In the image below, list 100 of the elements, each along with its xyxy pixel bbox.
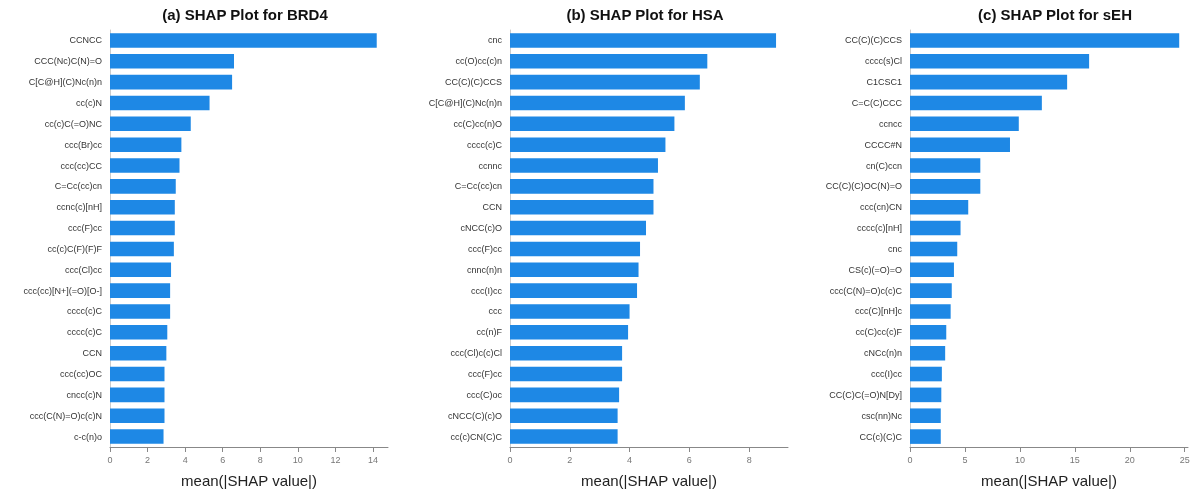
y-tick-label: cccc(c)[nH] xyxy=(857,223,902,234)
y-tick-label: CCN xyxy=(82,348,102,359)
x-tick-label: 10 xyxy=(1014,454,1025,465)
y-tick-label: C[C@H](C)Nc(n)n xyxy=(428,97,502,108)
chart-title: (a) SHAP Plot for BRD4 xyxy=(162,6,329,23)
y-tick-label: cc(c)N xyxy=(76,97,102,108)
bar xyxy=(910,283,952,298)
bar xyxy=(910,387,942,403)
bar xyxy=(110,33,377,48)
y-tick-label: ccc(cc)[N+](=O)[O-] xyxy=(23,285,102,296)
bar xyxy=(510,33,777,48)
bar xyxy=(910,325,947,340)
y-tick-label: ccc(C(N)=O)c(c)C xyxy=(829,285,903,296)
x-tick-label: 14 xyxy=(367,454,378,465)
bar xyxy=(510,74,700,90)
x-tick-label: 8 xyxy=(746,454,752,465)
y-tick-label: cn(C)ccn xyxy=(865,160,902,171)
bar xyxy=(910,74,1068,90)
y-tick-label: CC(C)(C)OC(N)=O xyxy=(825,181,902,192)
chart-title: (c) SHAP Plot for sEH xyxy=(978,6,1132,23)
bar xyxy=(910,345,946,361)
bar xyxy=(110,408,165,424)
bar xyxy=(910,158,981,173)
y-tick-label: ccnc(c)[nH] xyxy=(56,202,102,213)
y-tick-label: ccc(Cl)cc xyxy=(65,264,103,275)
y-tick-label: cc(O)cc(c)n xyxy=(455,56,502,67)
bar xyxy=(910,199,969,215)
bar xyxy=(910,33,1180,48)
y-tick-label: C[C@H](C)Nc(n)n xyxy=(28,77,102,88)
bar xyxy=(910,429,941,444)
y-tick-label: C1CSC1 xyxy=(866,77,902,88)
y-tick-label: CCC(Nc)C(N)=O xyxy=(34,56,102,67)
y-tick-label: CCN xyxy=(482,202,502,213)
bar xyxy=(110,283,171,298)
x-tick-label: 6 xyxy=(220,454,226,465)
y-tick-label: ccc(cn)CN xyxy=(860,202,902,213)
chart-title: (b) SHAP Plot for HSA xyxy=(566,6,724,23)
y-tick-label: cccc(c)C xyxy=(67,306,103,317)
x-axis-title: mean(|SHAP value|) xyxy=(181,472,317,489)
bar xyxy=(910,116,1019,132)
y-tick-label: ccc(F)cc xyxy=(468,369,503,380)
y-tick-label: ccc(cc)CC xyxy=(60,160,103,171)
bar xyxy=(910,95,1042,111)
x-tick-label: 5 xyxy=(962,454,968,465)
y-tick-label: cNCC(C)(c)O xyxy=(448,410,502,421)
bar xyxy=(510,325,629,340)
bar xyxy=(910,179,981,194)
x-tick-label: 0 xyxy=(507,454,513,465)
y-tick-label: C=Cc(cc)cn xyxy=(54,181,102,192)
bar xyxy=(910,408,941,424)
y-tick-label: ccc(F)cc xyxy=(68,223,103,234)
y-tick-label: cccc(c)C xyxy=(467,139,503,150)
y-tick-label: ccc(C(N)=O)c(c)N xyxy=(29,410,102,421)
bar xyxy=(510,262,639,278)
y-tick-label: C=C(C)CCC xyxy=(851,97,903,108)
bar xyxy=(110,137,182,152)
bar xyxy=(510,179,654,194)
bar xyxy=(110,199,175,215)
y-tick-label: CC(C)(C)CCS xyxy=(445,77,502,88)
y-tick-label: cnnc(n)n xyxy=(466,264,502,275)
bar xyxy=(510,220,647,236)
y-tick-label: ccc(C)[nH]c xyxy=(855,306,903,317)
bar xyxy=(910,137,1010,152)
y-tick-label: cNCc(n)n xyxy=(863,348,902,359)
y-tick-label: cc(C)cc(c)F xyxy=(855,327,903,338)
bar xyxy=(110,429,164,444)
bar xyxy=(510,387,620,403)
bar xyxy=(910,53,1090,69)
bar xyxy=(510,95,685,111)
y-tick-label: ccc(I)cc xyxy=(871,369,903,380)
x-tick-label: 0 xyxy=(907,454,913,465)
bar xyxy=(110,262,172,278)
bar xyxy=(510,283,638,298)
bar xyxy=(510,241,641,257)
y-tick-label: ccc(Br)cc xyxy=(64,139,103,150)
y-tick-label: CC(c)(C)C xyxy=(859,431,903,442)
x-tick-label: 25 xyxy=(1179,454,1190,465)
y-tick-label: ccncc xyxy=(878,118,903,129)
y-tick-label: cnc xyxy=(887,243,903,254)
x-axis-title: mean(|SHAP value|) xyxy=(981,472,1117,489)
bar xyxy=(510,158,658,173)
bar xyxy=(510,366,623,382)
x-tick-label: 8 xyxy=(257,454,263,465)
bar xyxy=(910,366,942,382)
bar xyxy=(910,241,958,257)
y-tick-label: ccc xyxy=(488,306,503,317)
bar xyxy=(910,220,961,236)
y-tick-label: CCNCC xyxy=(69,35,103,46)
bar xyxy=(110,158,180,173)
bar xyxy=(110,345,167,361)
x-tick-label: 4 xyxy=(182,454,188,465)
bar xyxy=(110,53,234,69)
y-tick-label: CC(C)C(=O)N[Dy] xyxy=(829,389,902,400)
y-tick-label: cc(C)cc(n)O xyxy=(453,118,502,129)
bar xyxy=(910,262,954,278)
y-tick-label: ccc(F)cc xyxy=(468,243,503,254)
x-tick-label: 6 xyxy=(686,454,692,465)
y-tick-label: cnc xyxy=(487,35,503,46)
y-tick-label: C=Cc(cc)cn xyxy=(454,181,502,192)
bar xyxy=(510,429,618,444)
